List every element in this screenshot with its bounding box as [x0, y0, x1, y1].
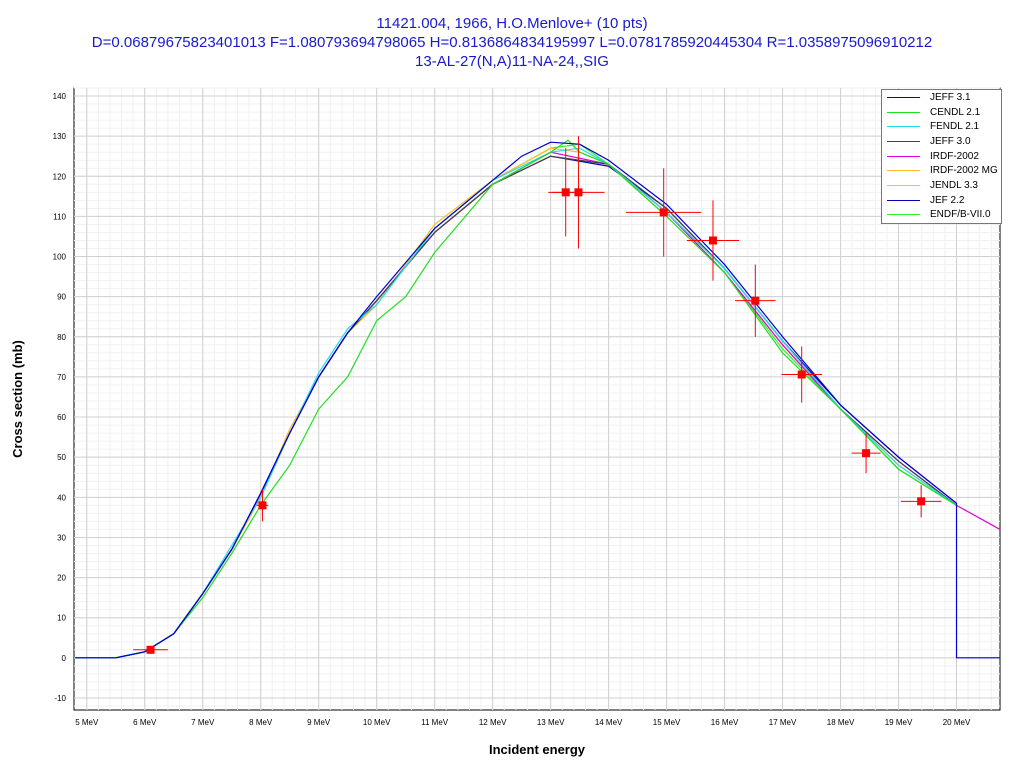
x-tick-label: 13 MeV [537, 718, 565, 727]
data-point [708, 236, 717, 245]
data-point [146, 645, 155, 654]
legend-label: JEF 2.2 [930, 194, 965, 206]
y-tick-label: 90 [57, 293, 66, 302]
x-tick-label: 18 MeV [827, 718, 855, 727]
x-tick-label: 15 MeV [653, 718, 681, 727]
data-point [659, 208, 668, 217]
y-tick-label: 20 [57, 574, 66, 583]
x-tick-label: 16 MeV [711, 718, 739, 727]
legend-swatch [887, 111, 920, 113]
x-tick-label: 10 MeV [363, 718, 391, 727]
legend-swatch [887, 96, 920, 98]
series-line-cendl-2-1 [75, 139, 957, 659]
x-tick-label: 6 MeV [133, 718, 157, 727]
x-tick-label: 17 MeV [769, 718, 797, 727]
legend-label: ENDF/B-VII.0 [930, 209, 991, 221]
x-tick-label: 12 MeV [479, 718, 507, 727]
chart-subtitle-params: D=0.06879675823401013 F=1.08079369479806… [91, 34, 933, 51]
x-tick-label: 11 MeV [421, 718, 449, 727]
data-point [258, 501, 267, 510]
legend-swatch [887, 155, 920, 157]
y-tick-label: 60 [57, 413, 66, 422]
legend-item: CENDL 2.1 [882, 105, 1001, 120]
x-tick-label: 5 MeV [75, 718, 99, 727]
y-axis-label: Cross section (mb) [10, 340, 25, 458]
y-tick-label: 40 [57, 493, 66, 502]
data-point [862, 449, 871, 458]
legend-item: JEFF 3.0 [882, 134, 1001, 149]
y-tick-label: 110 [53, 212, 66, 221]
y-tick-label: 80 [57, 333, 66, 342]
legend-item: IRDF-2002 [882, 149, 1001, 164]
y-tick-label: -10 [54, 694, 66, 703]
legend-swatch [887, 199, 920, 201]
legend-item: IRDF-2002 MG [882, 163, 1001, 178]
legend-label: CENDL 2.1 [930, 106, 981, 118]
chart-title: 11421.004, 1966, H.O.Menlove+ (10 pts) [376, 15, 648, 32]
y-tick-label: 100 [53, 253, 67, 262]
x-tick-label: 9 MeV [307, 718, 331, 727]
x-tick-label: 19 MeV [885, 718, 913, 727]
plot-frame [73, 87, 1001, 711]
y-tick-label: 130 [53, 132, 67, 141]
legend-swatch [887, 214, 920, 216]
x-tick-label: 8 MeV [249, 718, 273, 727]
y-tick-label: 0 [62, 654, 67, 663]
legend-label: IRDF-2002 [930, 150, 979, 162]
legend-item: JEF 2.2 [882, 193, 1001, 208]
y-tick-label: 70 [57, 373, 66, 382]
data-point [797, 370, 806, 379]
legend-label: JEFF 3.0 [930, 135, 971, 147]
legend-item: ENDF/B-VII.0 [882, 208, 1001, 223]
legend-swatch [887, 126, 920, 128]
y-tick-label: 140 [53, 92, 67, 101]
legend-item: JENDL 3.3 [882, 178, 1001, 193]
legend: JEFF 3.1 CENDL 2.1 FENDL 2.1 JEFF 3.0 IRDF-2… [881, 89, 1002, 224]
y-tick-label: 30 [57, 533, 66, 542]
y-tick-label: 50 [57, 453, 66, 462]
legend-item: FENDL 2.1 [882, 119, 1001, 134]
legend-label: FENDL 2.1 [930, 121, 980, 133]
x-axis-label: Incident energy [489, 742, 586, 757]
data-point [751, 296, 760, 305]
legend-label: IRDF-2002 MG [930, 165, 998, 177]
legend-label: JENDL 3.3 [930, 179, 978, 191]
data-point [917, 497, 926, 506]
legend-swatch [887, 170, 920, 172]
x-tick-label: 14 MeV [595, 718, 623, 727]
chart-subtitle-reaction: 13-AL-27(N,A)11-NA-24,,SIG [415, 53, 609, 70]
y-tick-label: 120 [53, 172, 67, 181]
series-line-jeff-3-1 [75, 141, 1000, 659]
legend-swatch [887, 140, 920, 142]
legend-label: JEFF 3.1 [930, 91, 971, 103]
legend-swatch [887, 184, 920, 186]
x-tick-label: 20 MeV [943, 718, 971, 727]
data-point [574, 188, 583, 197]
x-tick-label: 7 MeV [191, 718, 215, 727]
legend-item: JEFF 3.1 [882, 90, 1001, 105]
y-tick-label: 10 [57, 614, 66, 623]
